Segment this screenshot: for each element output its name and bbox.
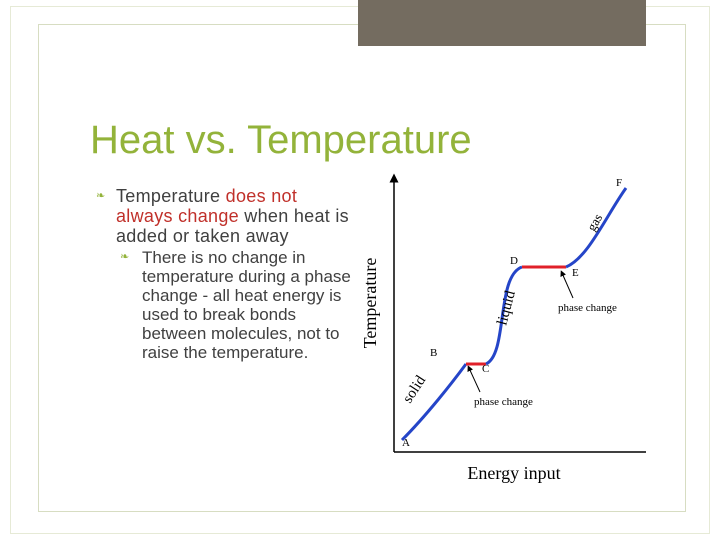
annotation-arrow-melting	[467, 365, 481, 393]
bullet-1-part-3: when heat is added or taken away	[116, 206, 349, 246]
point-label-d: D	[510, 255, 518, 267]
point-label-f: F	[616, 177, 622, 189]
phase-label-liquid: liquid	[494, 289, 519, 327]
solid-segment	[400, 363, 468, 442]
liquid-segment	[485, 265, 523, 366]
point-label-e: E	[572, 267, 579, 279]
bullet-1-highlight: does not always change	[116, 186, 298, 226]
scribble-bullet-icon: ❧	[96, 190, 106, 202]
annotation-phase-change-2: phase change	[558, 302, 617, 314]
bullet-list: ❧ Temperature does not always change whe…	[96, 186, 356, 362]
bullet-item-1: ❧ Temperature does not always change whe…	[96, 186, 356, 246]
heating-curve-diagram: Temperature Energy input A B C D E F sol…	[360, 173, 646, 483]
top-decoration-bar	[358, 0, 646, 46]
gas-segment	[565, 187, 628, 269]
slide-title: Heat vs. Temperature	[90, 118, 472, 162]
bullet-1-part-1: Temperature	[116, 186, 221, 206]
x-axis-label: Energy input	[467, 463, 560, 483]
sub-bullet-item-1: ❧ There is no change in temperature duri…	[120, 248, 356, 362]
annotation-phase-change-1: phase change	[474, 396, 533, 408]
y-axis-label: Temperature	[360, 258, 380, 349]
bullet-1-text: Temperature does not always change when …	[116, 186, 356, 246]
phase-label-gas: gas	[584, 211, 606, 234]
point-label-b: B	[430, 347, 437, 359]
sub-bullet-1-text: There is no change in temperature during…	[142, 248, 351, 362]
point-label-c: C	[482, 363, 489, 375]
scribble-bullet-icon: ❧	[120, 251, 130, 263]
phase-label-solid: solid	[400, 373, 430, 407]
point-label-a: A	[402, 437, 410, 449]
annotation-arrow-boiling	[560, 270, 574, 299]
